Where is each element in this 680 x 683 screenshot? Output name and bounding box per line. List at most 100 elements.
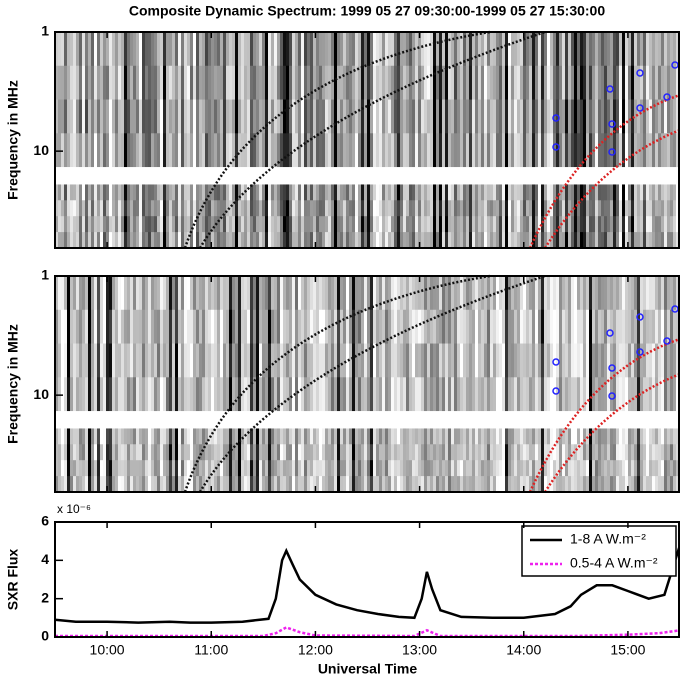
spectrum-cell xyxy=(379,428,382,444)
spectrum-cell xyxy=(445,428,448,444)
spectrum-cell xyxy=(76,476,79,492)
spectrum-cell xyxy=(589,276,592,310)
spectrum-cell xyxy=(262,66,265,100)
spectrum-cell xyxy=(316,32,319,66)
spectrum-cell xyxy=(448,377,451,411)
spectrum-cell xyxy=(76,276,79,310)
spectrum-cell xyxy=(157,133,160,167)
spectrum-cell xyxy=(304,200,307,216)
spectrum-cell xyxy=(289,428,292,444)
spectrum-cell xyxy=(499,232,502,248)
spectrum-cell xyxy=(202,184,205,200)
spectrum-cell xyxy=(616,276,619,310)
spectrum-cell xyxy=(466,184,469,200)
spectrum-cell xyxy=(130,200,133,216)
spectrum-cell xyxy=(190,100,193,134)
spectrum-cell xyxy=(106,200,109,216)
spectrum-cell xyxy=(166,232,169,248)
spectrum-cell xyxy=(199,310,202,344)
spectrum-cell xyxy=(145,100,148,134)
spectrum-cell xyxy=(592,66,595,100)
spectrum-cell xyxy=(403,66,406,100)
spectrum-cell xyxy=(205,216,208,232)
spectrum-cell xyxy=(139,444,142,460)
spectrum-cell xyxy=(304,460,307,476)
spectrum-cell xyxy=(418,444,421,460)
spectrum-cell xyxy=(358,377,361,411)
spectrum-cell xyxy=(76,216,79,232)
spectrum-cell xyxy=(244,200,247,216)
spectrum-cell xyxy=(217,276,220,310)
spectrum-cell xyxy=(91,476,94,492)
spectrum-cell xyxy=(418,200,421,216)
spectrum-cell xyxy=(463,184,466,200)
spectrum-cell xyxy=(163,428,166,444)
spectrum-cell xyxy=(529,428,532,444)
spectrum-cell xyxy=(340,32,343,66)
spectrum-cell xyxy=(238,216,241,232)
spectrum-cell xyxy=(256,232,259,248)
spectrum-cell xyxy=(427,444,430,460)
spectrum-cell xyxy=(85,216,88,232)
spectrum-cell xyxy=(304,66,307,100)
spectrum-cell xyxy=(547,66,550,100)
spectrum-cell xyxy=(232,428,235,444)
spectrum-cell xyxy=(394,276,397,310)
spectrum-cell xyxy=(400,133,403,167)
spectrum-cell xyxy=(148,66,151,100)
spectrum-cell xyxy=(355,276,358,310)
spectrum-cell xyxy=(430,460,433,476)
spectrum-cell xyxy=(550,32,553,66)
spectrum-cell xyxy=(658,184,661,200)
spectrum-cell xyxy=(373,200,376,216)
spectrum-cell xyxy=(163,32,166,66)
spectrum-cell xyxy=(256,310,259,344)
spectrum-cell xyxy=(283,32,286,66)
spectrum-cell xyxy=(367,184,370,200)
spectrum-cell xyxy=(70,232,73,248)
spectrum-cell xyxy=(160,476,163,492)
spectrum-cell xyxy=(196,377,199,411)
axis-multiplier: x 10⁻⁶ xyxy=(57,502,91,516)
spectrum-cell xyxy=(118,476,121,492)
spectrum-cell xyxy=(358,232,361,248)
spectrum-cell xyxy=(595,460,598,476)
spectrum-cell xyxy=(460,428,463,444)
spectrum-cell xyxy=(124,133,127,167)
spectrum-cell xyxy=(499,66,502,100)
spectrum-cell xyxy=(490,184,493,200)
spectrum-cell xyxy=(460,184,463,200)
spectrum-cell xyxy=(64,66,67,100)
spectrum-cell xyxy=(70,476,73,492)
spectrum-cell xyxy=(172,200,175,216)
spectrum-cell xyxy=(643,428,646,444)
spectrum-cell xyxy=(634,344,637,378)
spectrum-cell xyxy=(667,476,670,492)
spectrum-cell xyxy=(148,100,151,134)
spectrum-cell xyxy=(262,444,265,460)
spectrum-cell xyxy=(394,444,397,460)
spectrum-cell xyxy=(391,216,394,232)
spectrum-cell xyxy=(172,310,175,344)
spectrum-cell xyxy=(418,66,421,100)
spectrum-cell xyxy=(70,32,73,66)
spectrum-cell xyxy=(307,32,310,66)
spectrum-cell xyxy=(103,310,106,344)
spectrum-cell xyxy=(631,133,634,167)
spectrum-cell xyxy=(382,377,385,411)
spectrum-cell xyxy=(193,310,196,344)
spectrum-cell xyxy=(421,428,424,444)
spectrum-cell xyxy=(607,184,610,200)
spectrum-cell xyxy=(97,232,100,248)
spectrum-cell xyxy=(541,428,544,444)
spectrum-cell xyxy=(220,310,223,344)
spectrum-cell xyxy=(232,100,235,134)
spectrum-cell xyxy=(388,100,391,134)
spectrum-cell xyxy=(58,100,61,134)
spectrum-cell xyxy=(88,216,91,232)
spectrum-cell xyxy=(235,276,238,310)
spectrum-cell xyxy=(574,184,577,200)
spectrum-cell xyxy=(112,66,115,100)
spectrum-cell xyxy=(451,32,454,66)
spectrum-cell xyxy=(655,216,658,232)
